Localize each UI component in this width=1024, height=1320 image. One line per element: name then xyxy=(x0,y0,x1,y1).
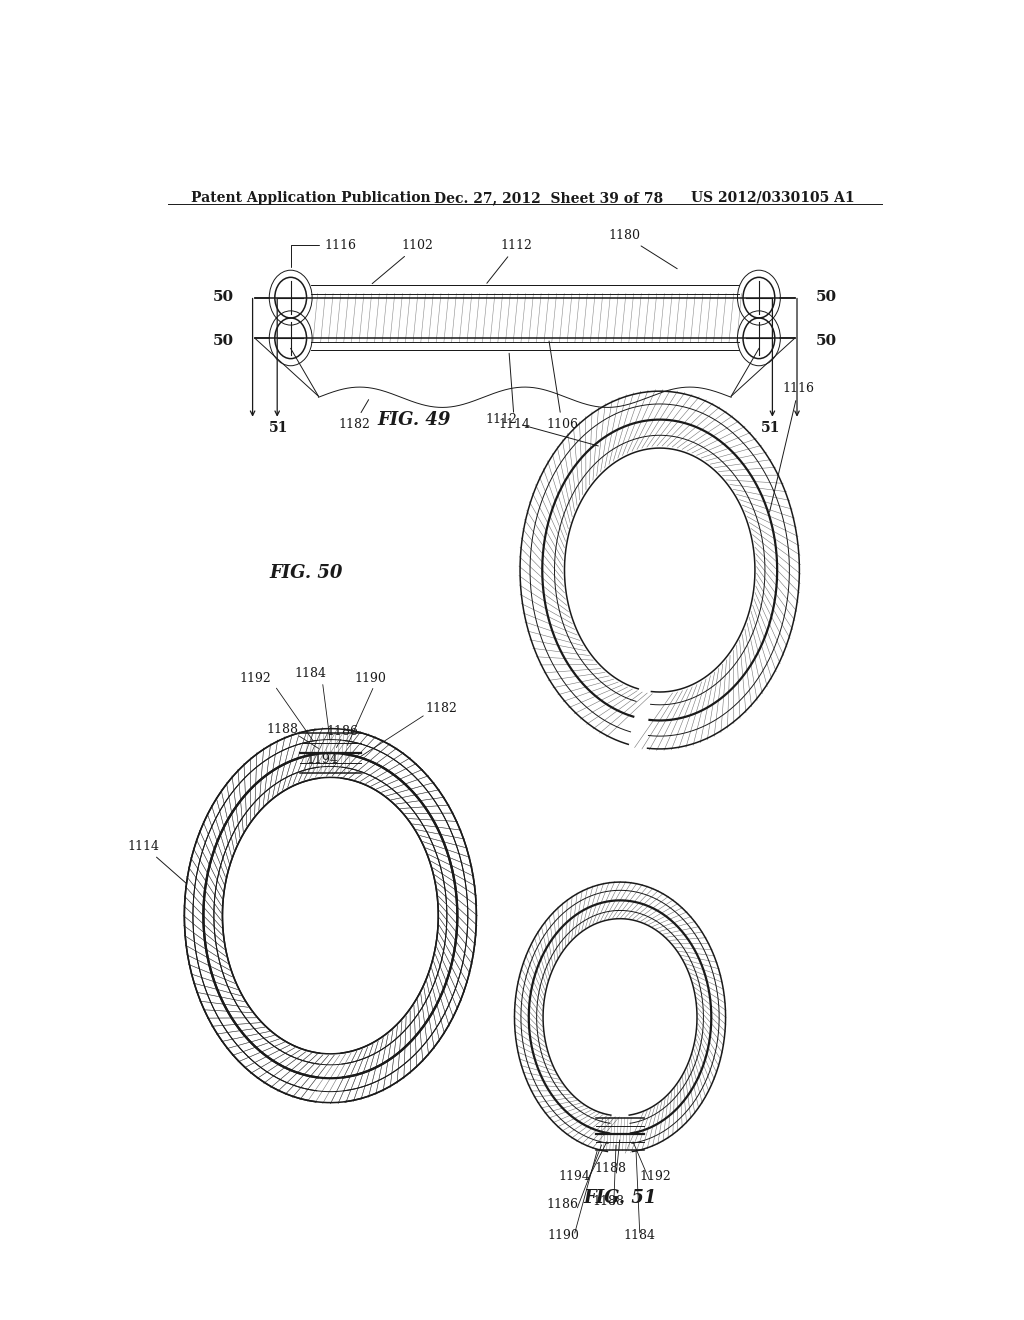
Text: 1186: 1186 xyxy=(327,725,358,738)
Text: 1190: 1190 xyxy=(354,672,386,685)
Text: FIG. 51: FIG. 51 xyxy=(584,1189,656,1208)
Text: 1186: 1186 xyxy=(547,1199,579,1212)
Text: 50: 50 xyxy=(213,334,233,348)
Text: 1184: 1184 xyxy=(295,667,327,680)
Text: 1102: 1102 xyxy=(372,239,433,284)
Text: 1112: 1112 xyxy=(486,239,532,284)
Text: FIG. 50: FIG. 50 xyxy=(270,564,343,582)
Text: US 2012/0330105 A1: US 2012/0330105 A1 xyxy=(691,191,855,205)
Text: 1182: 1182 xyxy=(426,702,458,715)
Text: 1114: 1114 xyxy=(499,354,530,430)
Text: FIG. 49: FIG. 49 xyxy=(377,411,451,429)
Text: 1192: 1192 xyxy=(239,672,271,685)
Text: 1114: 1114 xyxy=(128,840,186,883)
Text: 1116: 1116 xyxy=(291,239,356,268)
Text: 1188: 1188 xyxy=(592,1196,624,1208)
Text: 1106: 1106 xyxy=(546,341,579,430)
Text: 1116: 1116 xyxy=(770,383,815,512)
Text: 51: 51 xyxy=(761,421,780,434)
Text: 51: 51 xyxy=(269,421,289,434)
Text: Dec. 27, 2012  Sheet 39 of 78: Dec. 27, 2012 Sheet 39 of 78 xyxy=(433,191,663,205)
Text: Patent Application Publication: Patent Application Publication xyxy=(191,191,431,205)
Text: 1184: 1184 xyxy=(624,1229,656,1242)
Text: 50: 50 xyxy=(816,289,837,304)
Text: 1180: 1180 xyxy=(608,228,677,269)
Text: 1188: 1188 xyxy=(595,1162,627,1175)
Text: 1182: 1182 xyxy=(338,400,370,430)
Text: 1192: 1192 xyxy=(640,1170,672,1183)
Text: 1194: 1194 xyxy=(306,754,338,766)
Text: 1188: 1188 xyxy=(266,722,299,735)
Text: 1112: 1112 xyxy=(485,413,598,446)
Text: 1194: 1194 xyxy=(558,1170,590,1183)
Text: 1190: 1190 xyxy=(547,1229,579,1242)
Text: 50: 50 xyxy=(213,289,233,304)
Text: 50: 50 xyxy=(816,334,837,348)
